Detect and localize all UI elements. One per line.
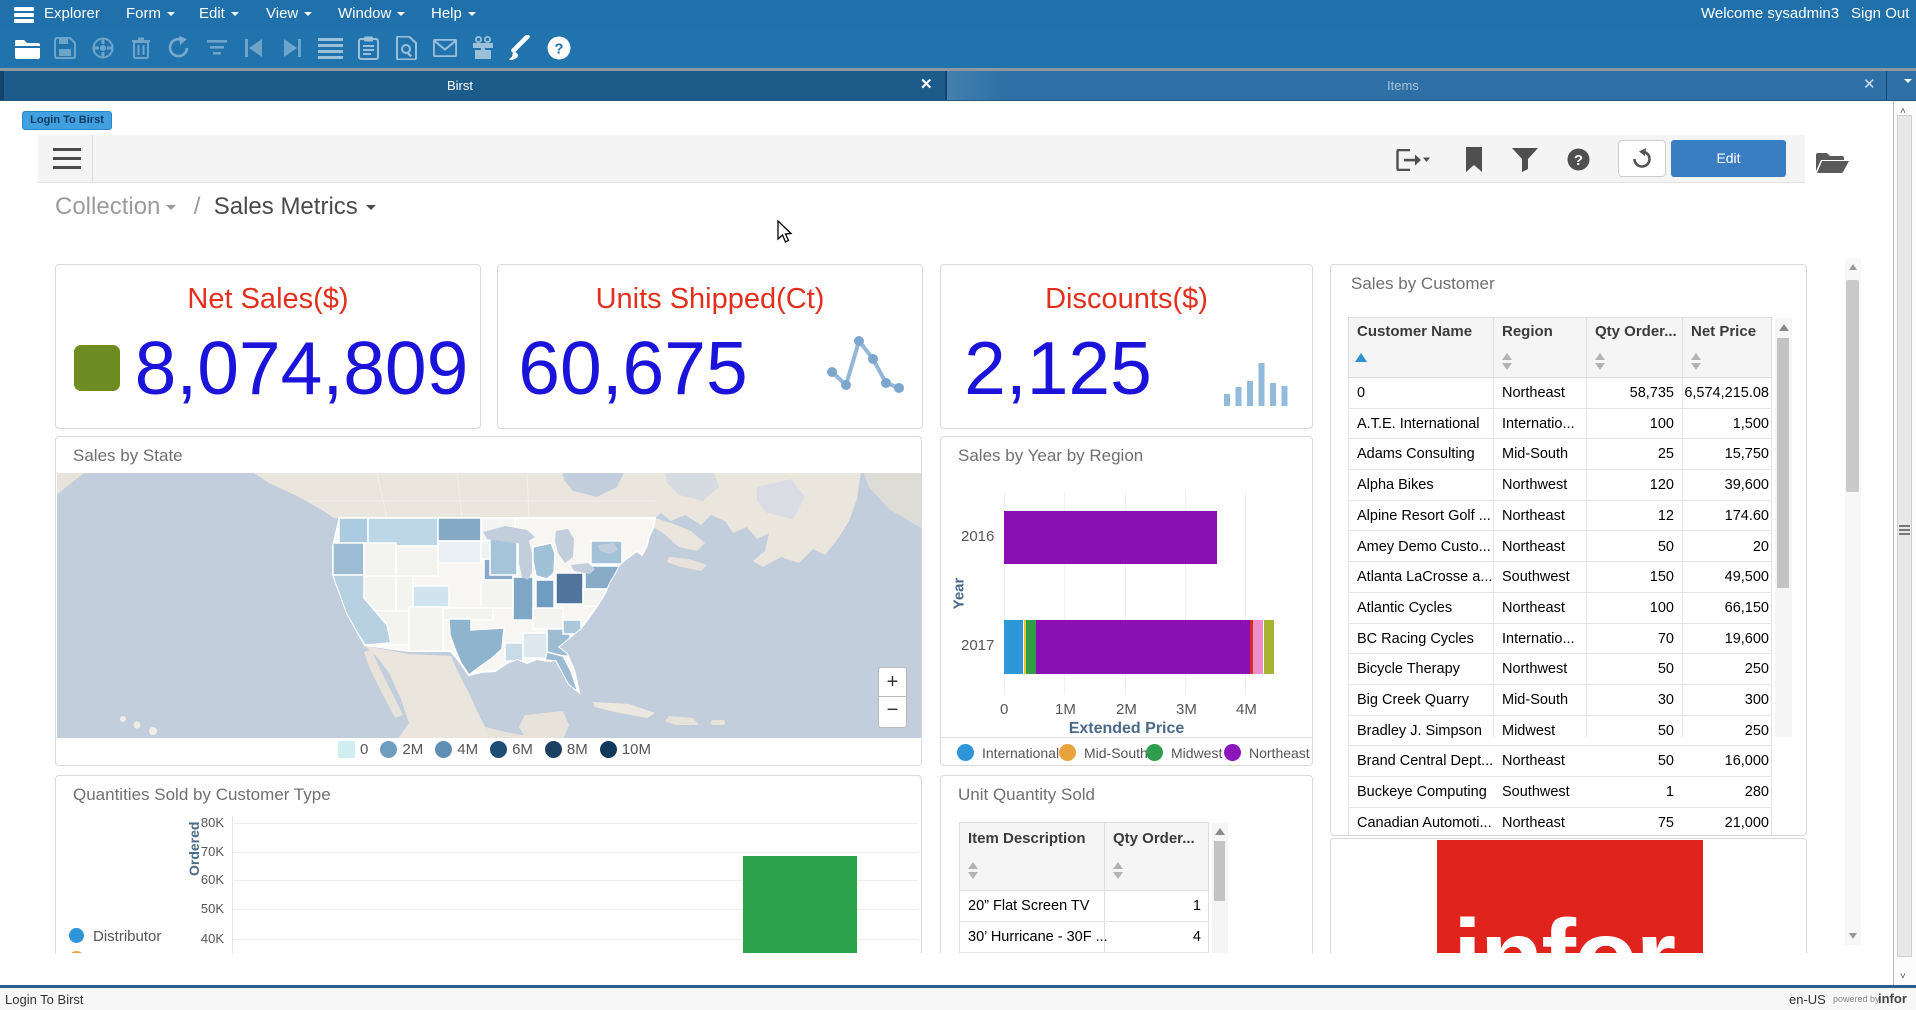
svg-text:?: ? bbox=[1574, 152, 1583, 169]
svg-text:?: ? bbox=[554, 41, 563, 58]
